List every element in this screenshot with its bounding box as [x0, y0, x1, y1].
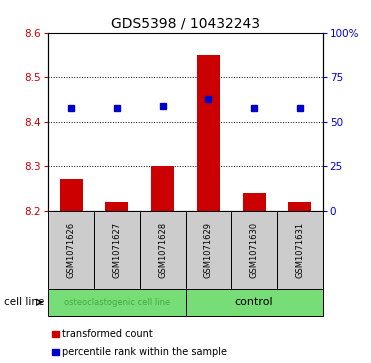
- Bar: [151, 166, 174, 211]
- Bar: [289, 201, 311, 211]
- Text: GSM1071629: GSM1071629: [204, 221, 213, 278]
- Text: GSM1071627: GSM1071627: [112, 221, 121, 278]
- Text: GSM1071630: GSM1071630: [250, 221, 259, 278]
- Text: GSM1071626: GSM1071626: [67, 221, 76, 278]
- Text: GSM1071631: GSM1071631: [295, 221, 304, 278]
- Text: control: control: [235, 297, 273, 307]
- Bar: [243, 193, 266, 211]
- Text: percentile rank within the sample: percentile rank within the sample: [62, 347, 227, 357]
- Text: GDS5398 / 10432243: GDS5398 / 10432243: [111, 16, 260, 30]
- Text: osteoclastogenic cell line: osteoclastogenic cell line: [64, 298, 170, 307]
- Bar: [197, 55, 220, 211]
- Text: transformed count: transformed count: [62, 329, 153, 339]
- Bar: [105, 201, 128, 211]
- Text: cell line: cell line: [4, 297, 44, 307]
- Text: GSM1071628: GSM1071628: [158, 221, 167, 278]
- Bar: [60, 179, 82, 211]
